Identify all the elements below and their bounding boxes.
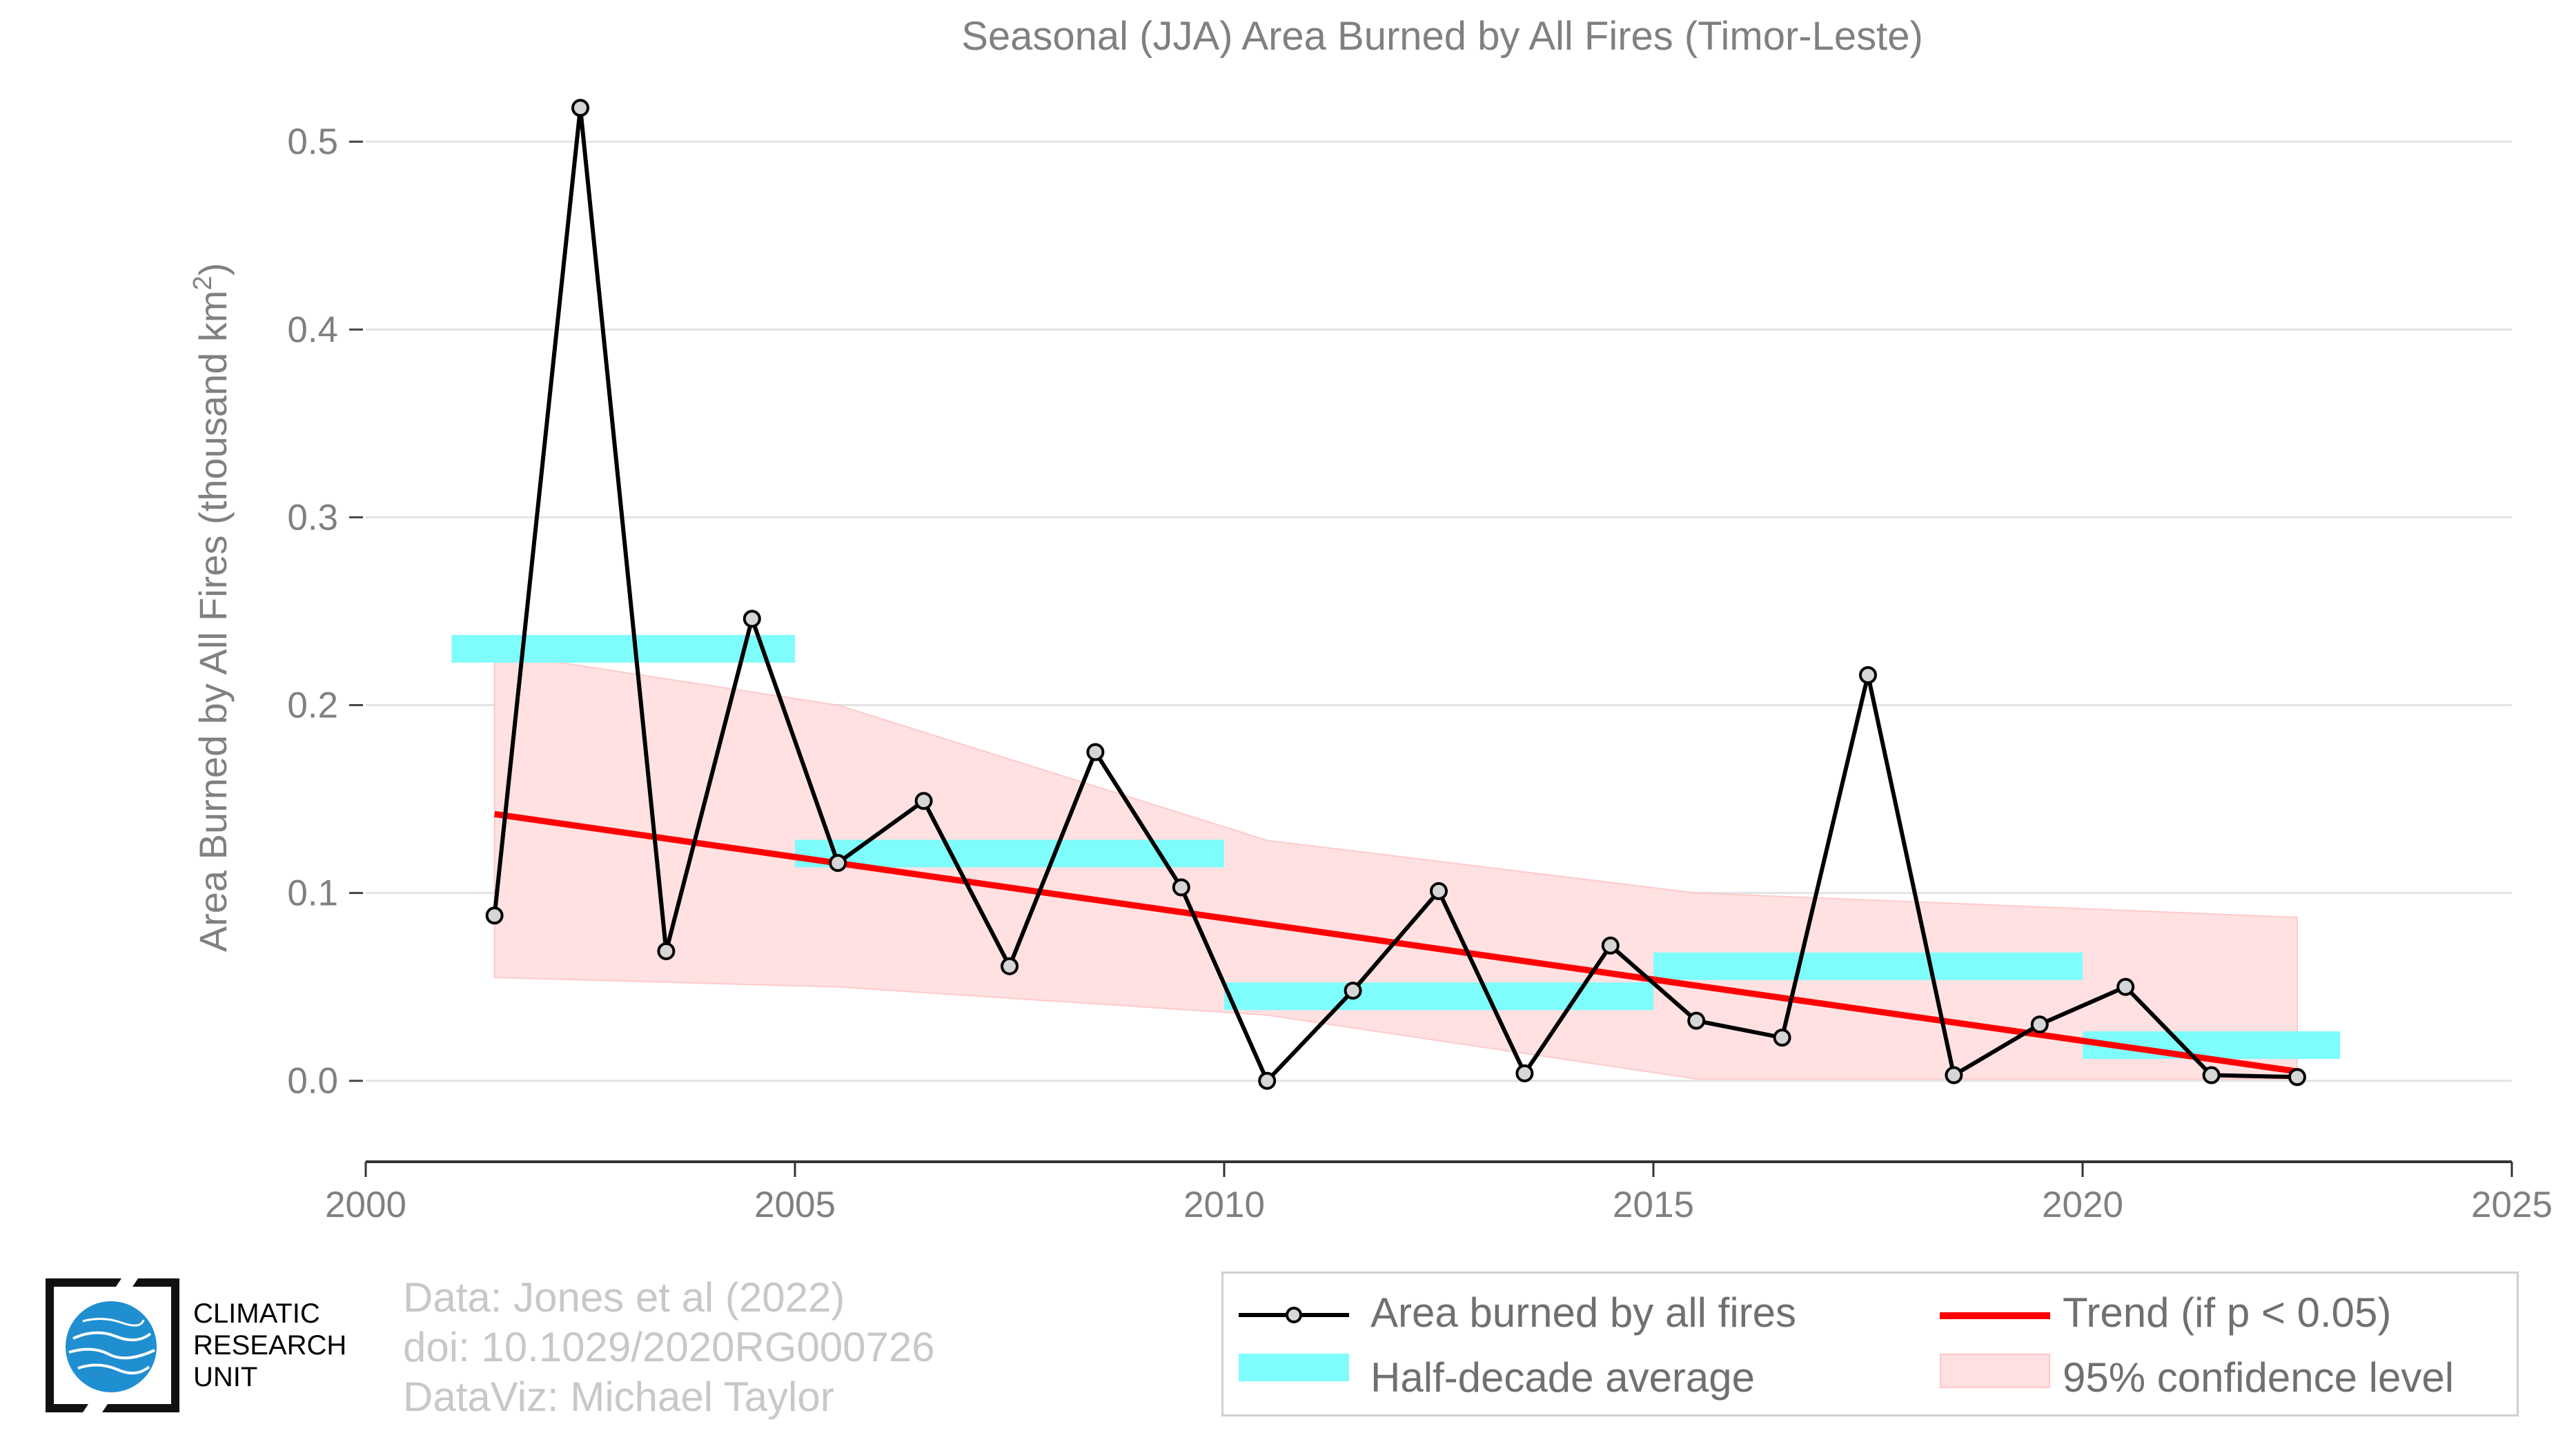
credit-line-1: Data: Jones et al (2022)	[403, 1274, 845, 1321]
confidence-band	[493, 652, 2298, 1080]
globe-icon	[66, 1301, 157, 1392]
y-tick-label: 0.0	[287, 1061, 338, 1102]
data-point	[1258, 1071, 1277, 1090]
y-tick-label: 0.5	[287, 121, 338, 162]
x-tick-label: 2020	[2042, 1185, 2123, 1225]
data-point	[914, 792, 933, 810]
data-point	[1687, 1011, 1706, 1030]
data-point	[2288, 1068, 2306, 1087]
data-point	[2202, 1066, 2221, 1084]
legend-swatch-series	[1239, 1307, 1349, 1323]
x-axis: 2000 2005 2010 2015 2020 2025	[325, 1160, 2553, 1225]
data-point	[2116, 977, 2135, 996]
data-point	[1601, 936, 1620, 955]
data-point	[829, 854, 847, 873]
x-tick-label: 2000	[325, 1185, 406, 1225]
credit-line-2: doi: 10.1029/2020RG000726	[403, 1324, 935, 1370]
legend-swatch-confidence	[1940, 1354, 2050, 1388]
x-tick-label: 2010	[1183, 1185, 1265, 1225]
data-point	[1430, 882, 1448, 900]
data-credits: Data: Jones et al (2022) doi: 10.1029/20…	[403, 1273, 935, 1422]
y-tick-label: 0.4	[287, 309, 338, 350]
confidence-area	[493, 652, 2298, 1080]
data-point	[1172, 878, 1190, 897]
x-tick-label: 2005	[754, 1185, 836, 1225]
cru-logo	[46, 1278, 179, 1412]
x-tick-label: 2015	[1613, 1185, 1694, 1225]
half-decade-bar	[1653, 952, 2083, 980]
legend-swatch-half-decade	[1239, 1354, 1349, 1381]
legend-label-confidence: 95% confidence level	[2063, 1354, 2455, 1401]
data-point	[1344, 982, 1362, 1000]
x-tick-label: 2025	[2471, 1185, 2553, 1225]
legend: Area burned by all fires Half-decade ave…	[1221, 1272, 2519, 1416]
y-axis: 0.0 0.1 0.2 0.3 0.4 0.5	[287, 121, 363, 1102]
chart-title: Seasonal (JJA) Area Burned by All Fires …	[961, 14, 1923, 59]
legend-label-half-decade: Half-decade average	[1370, 1354, 1756, 1401]
data-point	[1773, 1029, 1791, 1047]
data-point	[2030, 1015, 2049, 1034]
legend-swatch-trend	[1940, 1312, 2050, 1319]
area-series	[485, 99, 2306, 1090]
legend-label-series: Area burned by all fires	[1370, 1289, 1796, 1336]
y-tick-label: 0.2	[287, 685, 338, 726]
data-point	[1086, 743, 1105, 761]
y-axis-label: Area Burned by All Fires (thousand km2)	[188, 263, 235, 952]
data-point	[743, 610, 761, 628]
y-tick-label: 0.1	[287, 873, 338, 914]
half-decade-bar	[1224, 982, 1653, 1011]
y-tick-label: 0.3	[287, 497, 338, 538]
series-line	[492, 106, 2298, 1083]
logo-text: CLIMATIC RESEARCH UNIT	[193, 1298, 347, 1392]
data-point	[1859, 665, 1877, 684]
legend-label-trend: Trend (if p < 0.05)	[2063, 1289, 2392, 1336]
data-point	[657, 942, 676, 960]
data-point	[1515, 1064, 1534, 1082]
data-point	[1001, 957, 1019, 975]
logo-frame-right	[102, 1278, 179, 1412]
credit-line-3: DataViz: Michael Taylor	[403, 1374, 834, 1420]
half-decade-bar	[451, 634, 795, 663]
data-point	[485, 906, 504, 925]
data-point	[1945, 1066, 1963, 1084]
data-point	[571, 99, 589, 117]
logo-frame-left	[46, 1278, 121, 1412]
